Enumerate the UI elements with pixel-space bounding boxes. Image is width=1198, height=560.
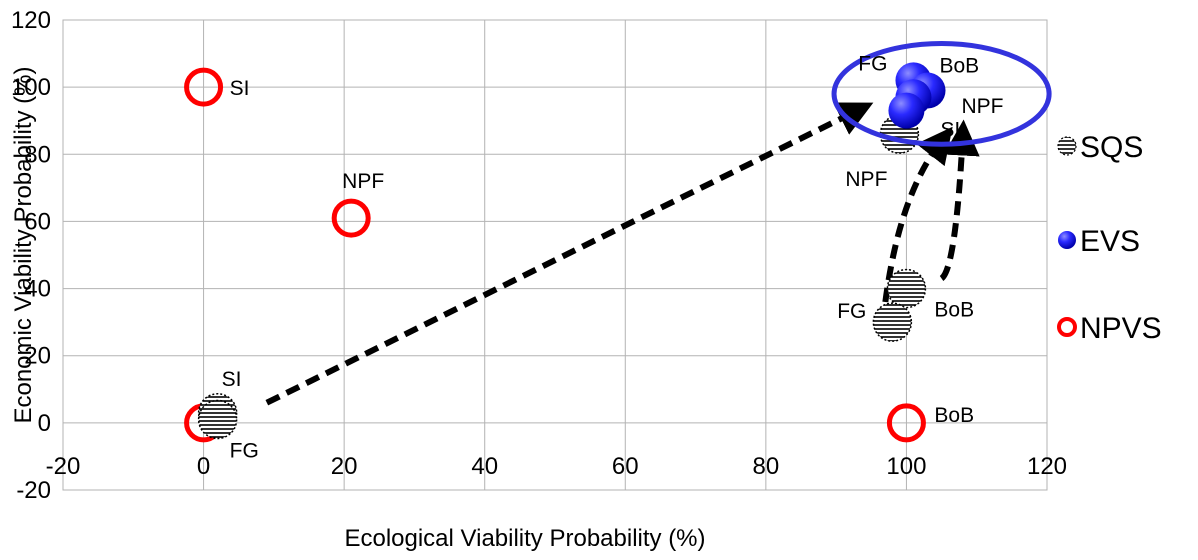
y-tick-label: 120 [11, 7, 51, 34]
sqs-point [197, 399, 238, 440]
point-label: NPF [845, 168, 887, 191]
legend-label: EVS [1080, 225, 1140, 258]
highlight-ellipse-layer [831, 40, 1052, 147]
x-tick-label: 40 [471, 453, 498, 480]
x-tick-label: 120 [1027, 453, 1067, 480]
y-tick-label: 100 [11, 74, 51, 101]
plot-area [62, 19, 1048, 491]
x-tick-label: 80 [753, 453, 780, 480]
y-tick-label: 40 [24, 276, 51, 303]
point-label: FG [837, 300, 866, 323]
npvs-point [184, 67, 224, 107]
y-tick-label: 0 [38, 410, 51, 437]
y-tick-label: 80 [24, 141, 51, 168]
legend-marker-sqs [1057, 136, 1077, 156]
sqs-point [886, 268, 927, 309]
x-axis-ticks: -20 0 20 40 60 80 100 120 [46, 453, 1067, 480]
x-axis-title: Ecological Viability Probability (%) [344, 525, 705, 552]
y-axis-title: Economic Viability Probability (%) [10, 66, 37, 423]
y-tick-label: 60 [24, 208, 51, 235]
legend-marker-npvs [1057, 317, 1077, 337]
point-label: BoB [934, 299, 974, 322]
legend-marker-evs [1058, 231, 1076, 249]
legend-label: NPVS [1080, 312, 1162, 345]
point-label: FG [858, 52, 887, 75]
x-tick-label: -20 [46, 453, 81, 480]
highlight-ellipse [831, 40, 1052, 147]
sqs-point [872, 302, 913, 342]
point-label: BoB [940, 55, 980, 78]
x-tick-label: 60 [612, 453, 639, 480]
point-label: SI [222, 368, 242, 391]
y-tick-label: -20 [16, 477, 51, 504]
x-tick-label: 20 [331, 453, 358, 480]
arrow [882, 126, 953, 303]
x-tick-label: 0 [197, 453, 210, 480]
point-label: SI [940, 119, 960, 142]
y-tick-label: 20 [24, 343, 51, 370]
point-label: SI [230, 77, 250, 100]
point-label: NPF [342, 170, 384, 193]
npvs-point [331, 198, 371, 238]
x-tick-label: 100 [886, 453, 926, 480]
npvs-point [886, 403, 926, 443]
grid-lines [62, 19, 1048, 491]
arrow [939, 119, 980, 281]
point-label: NPF [961, 95, 1003, 118]
y-axis-ticks: -20 0 20 40 60 80 100 120 [11, 7, 51, 504]
legend: SQS EVS NPVS [1057, 131, 1162, 345]
evs-point [888, 92, 925, 129]
legend-label: SQS [1080, 131, 1143, 164]
point-label: FG [230, 440, 259, 463]
arrows [265, 102, 980, 406]
data-points [184, 62, 946, 443]
point-label: BoB [934, 404, 974, 427]
